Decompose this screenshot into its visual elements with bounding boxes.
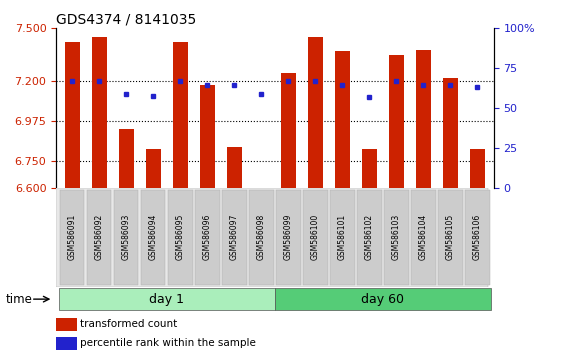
Text: GSM586097: GSM586097 — [230, 214, 239, 261]
Text: GSM586101: GSM586101 — [338, 214, 347, 260]
Bar — [59, 288, 275, 310]
Text: GSM586104: GSM586104 — [419, 214, 428, 260]
Text: GSM586099: GSM586099 — [284, 214, 293, 261]
FancyBboxPatch shape — [384, 190, 408, 285]
Text: percentile rank within the sample: percentile rank within the sample — [80, 338, 256, 348]
Bar — [65, 42, 80, 188]
FancyBboxPatch shape — [60, 190, 85, 285]
Bar — [281, 73, 296, 188]
Text: GSM586103: GSM586103 — [392, 214, 401, 260]
Text: GSM586102: GSM586102 — [365, 214, 374, 260]
Text: GSM586094: GSM586094 — [149, 214, 158, 261]
Bar — [470, 149, 485, 188]
Text: GSM586100: GSM586100 — [311, 214, 320, 260]
Bar — [56, 318, 77, 331]
Bar — [389, 55, 404, 188]
FancyBboxPatch shape — [195, 190, 219, 285]
Bar — [200, 85, 215, 188]
Text: GSM586095: GSM586095 — [176, 214, 185, 261]
Text: day 1: day 1 — [149, 293, 185, 306]
FancyBboxPatch shape — [276, 190, 301, 285]
FancyBboxPatch shape — [411, 190, 435, 285]
FancyBboxPatch shape — [465, 190, 490, 285]
Bar — [308, 37, 323, 188]
Bar — [119, 129, 134, 188]
Text: GSM586105: GSM586105 — [446, 214, 455, 260]
Text: GSM586106: GSM586106 — [473, 214, 482, 260]
Text: GSM586093: GSM586093 — [122, 214, 131, 261]
Bar — [362, 149, 377, 188]
FancyBboxPatch shape — [438, 190, 463, 285]
Bar — [443, 78, 458, 188]
FancyBboxPatch shape — [141, 190, 165, 285]
Text: GSM586092: GSM586092 — [95, 214, 104, 260]
Text: time: time — [6, 293, 33, 306]
Text: GSM586096: GSM586096 — [203, 214, 212, 261]
Text: GSM586098: GSM586098 — [257, 214, 266, 260]
FancyBboxPatch shape — [222, 190, 246, 285]
FancyBboxPatch shape — [357, 190, 381, 285]
FancyBboxPatch shape — [304, 190, 328, 285]
Bar — [56, 337, 77, 350]
FancyBboxPatch shape — [114, 190, 139, 285]
FancyBboxPatch shape — [87, 190, 112, 285]
Text: GDS4374 / 8141035: GDS4374 / 8141035 — [56, 12, 196, 27]
Bar — [173, 42, 188, 188]
Bar — [416, 50, 431, 188]
FancyBboxPatch shape — [168, 190, 192, 285]
Text: GSM586091: GSM586091 — [68, 214, 77, 260]
Bar — [146, 149, 161, 188]
Bar — [275, 288, 491, 310]
Text: transformed count: transformed count — [80, 319, 177, 329]
FancyBboxPatch shape — [249, 190, 274, 285]
FancyBboxPatch shape — [330, 190, 355, 285]
Bar — [335, 51, 350, 188]
Bar — [227, 147, 242, 188]
Text: day 60: day 60 — [361, 293, 404, 306]
Bar — [92, 37, 107, 188]
